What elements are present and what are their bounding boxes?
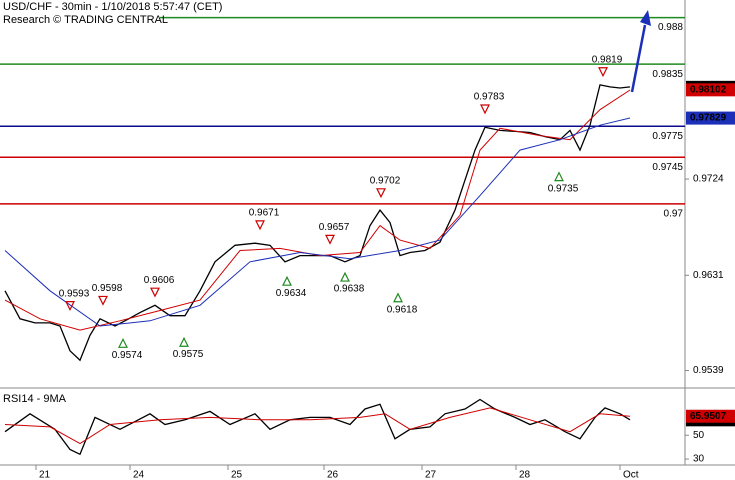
last-value-label: 65.9507 [690,411,727,422]
pivot-label: 0.9671 [249,208,280,219]
pivot-marker [118,337,128,348]
pivot-marker [179,336,189,347]
x-tick-label: 25 [231,470,243,480]
last-value-label: 0.98102 [690,84,727,95]
series-line [4,398,631,456]
pivot-label: 0.9618 [387,304,418,315]
series-line [4,89,631,331]
x-tick-label: 27 [425,470,437,480]
pivot-marker [65,301,75,311]
last-value-label: 0.97829 [690,113,727,124]
pivot-label: 0.9638 [334,284,365,295]
y-tick-label: 0.9539 [693,365,724,376]
rsi-title: RSI14 - 9MA [3,393,67,405]
y-tick-label: 50 [693,430,705,441]
pivot-label: 0.9574 [112,350,143,361]
series-group [4,84,631,362]
pivot-label: 0.9735 [548,183,579,194]
chart-subtitle: Research © TRADING CENTRAL [3,14,168,26]
pivot-marker [98,295,108,306]
pivot-label: 0.9634 [276,288,307,299]
pivot-marker [480,104,490,115]
series-group [4,398,631,456]
pivot-marker [282,275,292,286]
pivot-label: 0.9702 [370,175,401,186]
pivot-label: 0.9593 [59,288,90,299]
pivot-marker [150,287,160,298]
pivot-marker [554,171,564,182]
last-value-box [686,409,735,423]
pivot-marker [376,188,386,199]
pivot-label: 0.9598 [92,283,123,294]
pivot-marker [598,67,608,78]
x-tick-label: 26 [327,470,339,480]
level-label: 0.97 [664,209,684,220]
pivot-marker [340,271,350,282]
level-label: 0.9745 [652,162,683,173]
plot: 0.95390.96310.97240.9880.98350.97750.974… [0,16,735,480]
x-tick-label: 24 [133,470,145,480]
pivot-label: 0.9606 [144,275,175,286]
series-line [4,117,631,327]
pivot-label: 0.9783 [474,92,505,103]
pivot-label: 0.9657 [319,222,350,233]
forecast-arrow [630,24,647,93]
last-value-box [686,83,735,97]
y-tick-label: 30 [693,454,705,465]
level-label: 0.9775 [652,131,683,142]
x-tick-label: 21 [39,470,51,480]
pivot-label: 0.9575 [173,349,204,360]
y-tick-label: 0.9631 [693,270,724,281]
pivot-label: 0.9819 [592,54,623,65]
forecast-arrow-head [640,10,651,26]
x-tick-label: Oct [623,470,639,480]
pivot-marker [393,292,403,303]
pivot-marker [255,220,265,231]
x-tick-label: 28 [519,470,531,480]
pivot-marker [325,234,335,245]
series-line [4,407,631,445]
last-value-box [686,111,735,125]
level-label: 0.9835 [652,69,683,80]
y-tick-label: 0.9724 [693,174,724,185]
level-label: 0.988 [658,22,683,33]
chart-title: USD/CHF - 30min - 1/10/2018 5:57:47 (CET… [3,1,222,13]
